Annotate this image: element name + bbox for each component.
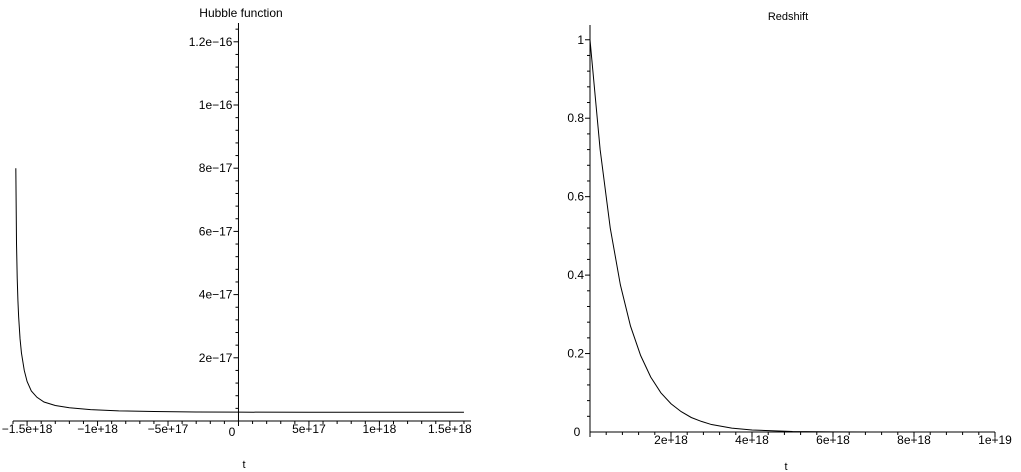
hubble-y-tick-label: 2e−17 xyxy=(199,351,233,365)
redshift-x-tick-label: 6e+18 xyxy=(816,433,850,447)
redshift-x-tick-label: 2e+18 xyxy=(654,433,688,447)
redshift-x-tick-label: 8e+18 xyxy=(897,433,931,447)
hubble-x-tick-label: 5e+17 xyxy=(292,422,326,436)
redshift-y-tick-label: 0.4 xyxy=(567,268,584,282)
hubble-x-tick-label: 1e+18 xyxy=(363,422,397,436)
hubble-chart-title: Hubble function xyxy=(199,6,282,20)
hubble-series-line xyxy=(15,168,464,413)
hubble-y-tick-label: 1e−16 xyxy=(199,98,233,112)
redshift-x-tick-label: 4e+18 xyxy=(735,433,769,447)
redshift-chart-title: Redshift xyxy=(768,11,808,23)
hubble-y-tick-label: 1.2e−16 xyxy=(189,35,233,49)
hubble-x-tick-label: 1.5e+18 xyxy=(428,422,472,436)
redshift-x-tick-label: 1e+19 xyxy=(978,433,1012,447)
hubble-origin-label: 0 xyxy=(229,425,236,439)
hubble-y-tick-label: 4e−17 xyxy=(199,288,233,302)
redshift-series-line xyxy=(589,39,995,433)
hubble-x-axis-label: t xyxy=(242,459,245,471)
redshift-y-tick-label: 0.6 xyxy=(567,190,584,204)
hubble-x-tick-label: −1.5e+18 xyxy=(2,422,53,436)
hubble-x-tick-label: −1e+18 xyxy=(77,422,118,436)
redshift-x-axis-label: t xyxy=(784,461,787,472)
redshift-origin-label: 0 xyxy=(574,425,581,439)
redshift-y-tick-label: 0.8 xyxy=(567,111,584,125)
hubble-x-tick-label: −5e+17 xyxy=(148,422,189,436)
redshift-y-tick-label: 1 xyxy=(577,33,584,47)
hubble-y-tick-label: 6e−17 xyxy=(199,224,233,238)
hubble-y-tick-label: 8e−17 xyxy=(199,161,233,175)
redshift-y-tick-label: 0.2 xyxy=(567,347,584,361)
